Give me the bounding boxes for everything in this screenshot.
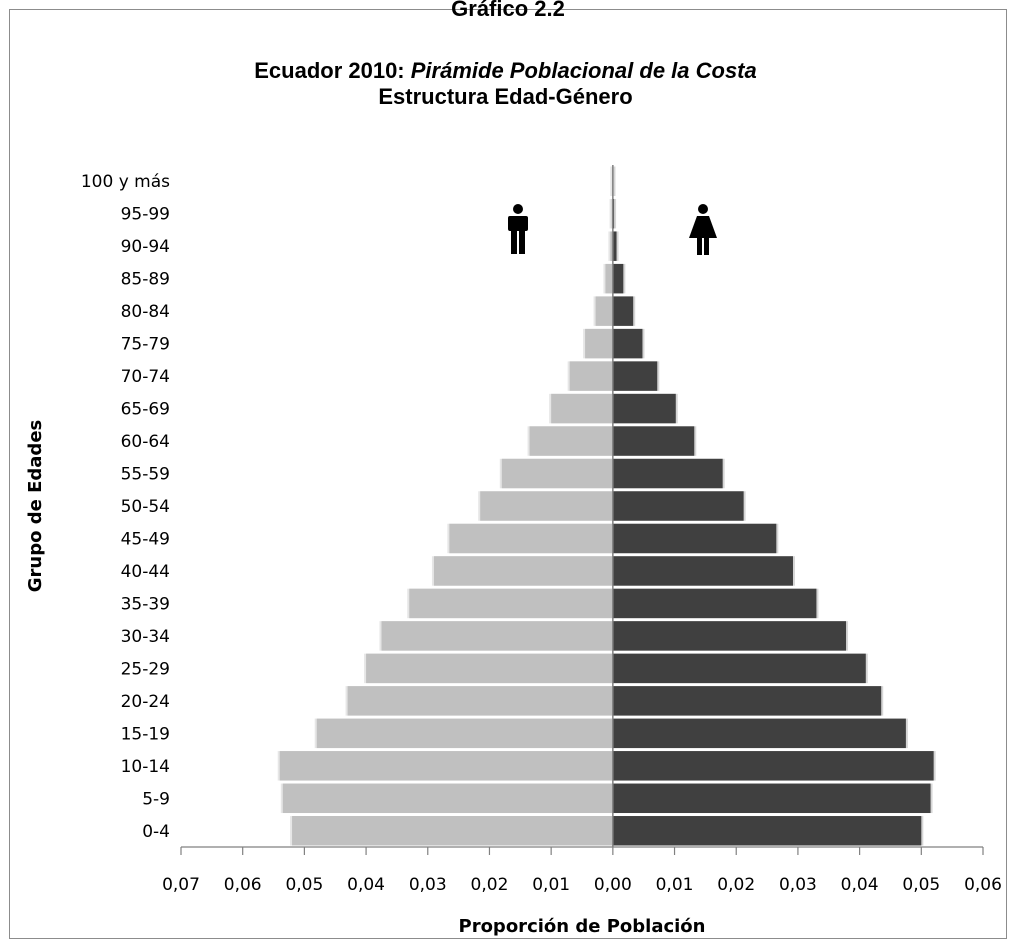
female-person-icon bbox=[689, 204, 717, 255]
x-tick-label: 0,00 bbox=[594, 875, 632, 895]
bar-right-10-14 bbox=[612, 751, 934, 781]
bar-left-75-79 bbox=[585, 328, 613, 359]
category-label: 85-89 bbox=[121, 270, 170, 290]
category-label: 95-99 bbox=[121, 205, 170, 225]
bar-left-10-14 bbox=[279, 751, 613, 781]
figure-number: Gráfico 2.2 bbox=[451, 0, 565, 21]
male-icon-torso bbox=[508, 216, 528, 231]
female-icon-leg bbox=[704, 237, 709, 255]
bar-right-85-89 bbox=[612, 263, 624, 294]
male-icon-leg bbox=[519, 229, 525, 254]
category-label: 30-34 bbox=[121, 627, 170, 647]
bar-shadow-right bbox=[612, 166, 616, 196]
x-tick-label: 0,03 bbox=[409, 875, 447, 895]
x-tick-label: 0,06 bbox=[224, 875, 262, 895]
bar-right-80-84 bbox=[612, 296, 634, 326]
category-label: 70-74 bbox=[121, 367, 170, 387]
bars-group bbox=[277, 166, 936, 846]
bar-left-55-59 bbox=[501, 458, 613, 489]
bar-right-0-4 bbox=[612, 816, 922, 846]
category-label: 35-39 bbox=[121, 594, 170, 614]
icons-group bbox=[508, 204, 717, 255]
category-label: 55-59 bbox=[121, 465, 170, 485]
male-person-icon bbox=[508, 204, 528, 254]
x-tick-label: 0,01 bbox=[656, 875, 694, 895]
category-label: 50-54 bbox=[121, 497, 170, 517]
category-label: 5-9 bbox=[142, 789, 170, 809]
bar-left-0-4 bbox=[292, 816, 613, 846]
category-label: 65-69 bbox=[121, 400, 170, 420]
bar-left-25-29 bbox=[366, 653, 613, 684]
bar-right-65-69 bbox=[612, 393, 676, 424]
bar-shadow-right bbox=[612, 198, 617, 229]
bar-left-85-89 bbox=[605, 263, 613, 294]
bar-right-90-94 bbox=[612, 231, 617, 261]
x-axis-title: Proporción de Población bbox=[459, 916, 706, 937]
bar-left-70-74 bbox=[569, 361, 613, 391]
bar-right-75-79 bbox=[612, 328, 643, 359]
category-label: 15-19 bbox=[121, 724, 170, 744]
x-tick-label: 0,03 bbox=[779, 875, 817, 895]
category-label: 100 y más bbox=[81, 172, 170, 192]
x-tick-label: 0,01 bbox=[532, 875, 570, 895]
category-label: 10-14 bbox=[121, 757, 170, 777]
x-tick-label: 0,05 bbox=[902, 875, 940, 895]
bar-right-15-19 bbox=[612, 718, 906, 749]
bar-right-5-9 bbox=[612, 783, 931, 814]
male-icon-head bbox=[513, 204, 523, 214]
female-icon-leg bbox=[697, 237, 702, 255]
bar-right-55-59 bbox=[612, 458, 723, 489]
category-label: 80-84 bbox=[121, 302, 170, 322]
bar-right-30-34 bbox=[612, 621, 847, 651]
bar-left-80-84 bbox=[595, 296, 613, 326]
bar-right-35-39 bbox=[612, 588, 817, 619]
male-icon-leg bbox=[511, 229, 517, 254]
bar-left-50-54 bbox=[480, 491, 613, 521]
category-label: 25-29 bbox=[121, 659, 170, 679]
bar-left-60-64 bbox=[529, 426, 613, 456]
x-tick-label: 0,07 bbox=[162, 875, 200, 895]
female-icon-head bbox=[698, 204, 708, 214]
chart-title-prefix: Ecuador 2010: bbox=[254, 58, 411, 83]
chart-title: Ecuador 2010: Pirámide Poblacional de la… bbox=[0, 58, 1011, 110]
bar-right-45-49 bbox=[612, 523, 777, 554]
bar-left-15-19 bbox=[316, 718, 613, 749]
category-label: 40-44 bbox=[121, 562, 170, 582]
category-label: 0-4 bbox=[142, 822, 170, 842]
bar-shadow-left bbox=[609, 198, 613, 229]
bar-left-90-94 bbox=[610, 231, 613, 261]
category-labels: 0-4 5-9 10-14 15-19 20-24 25-29 30-34 35-39 40-4… bbox=[81, 172, 170, 842]
bar-left-35-39 bbox=[409, 588, 613, 619]
category-label: 75-79 bbox=[121, 335, 170, 355]
x-tick-label: 0,04 bbox=[347, 875, 385, 895]
x-tick-label: 0,06 bbox=[964, 875, 1002, 895]
bar-shadow-left bbox=[610, 166, 613, 196]
category-label: 45-49 bbox=[121, 529, 170, 549]
bar-left-30-34 bbox=[381, 621, 613, 651]
chart-subtitle: Estructura Edad-Género bbox=[378, 84, 633, 109]
x-tick-label: 0,02 bbox=[471, 875, 509, 895]
x-axis: 0,07 0,06 0,05 0,04 0,03 0,02 0,01 0,00 0,01 0,02… bbox=[162, 165, 1002, 895]
category-label: 20-24 bbox=[121, 692, 170, 712]
chart-title-italic: Pirámide Poblacional de la Costa bbox=[410, 58, 757, 83]
bar-left-20-24 bbox=[347, 686, 613, 716]
bar-right-70-74 bbox=[612, 361, 658, 391]
x-tick-label: 0,04 bbox=[841, 875, 879, 895]
bar-left-40-44 bbox=[433, 556, 613, 586]
bar-right-60-64 bbox=[612, 426, 695, 456]
bar-left-45-49 bbox=[449, 523, 613, 554]
y-axis-title: Grupo de Edades bbox=[25, 420, 46, 592]
x-tick-label: 0,02 bbox=[717, 875, 755, 895]
bar-left-5-9 bbox=[282, 783, 613, 814]
category-label: 60-64 bbox=[121, 432, 170, 452]
category-label: 90-94 bbox=[121, 237, 170, 257]
x-tick-label: 0,05 bbox=[285, 875, 323, 895]
bar-right-50-54 bbox=[612, 491, 744, 521]
bar-right-25-29 bbox=[612, 653, 866, 684]
bar-left-65-69 bbox=[551, 393, 613, 424]
bar-right-20-24 bbox=[612, 686, 882, 716]
female-icon-dress bbox=[689, 216, 717, 238]
bar-right-40-44 bbox=[612, 556, 793, 586]
